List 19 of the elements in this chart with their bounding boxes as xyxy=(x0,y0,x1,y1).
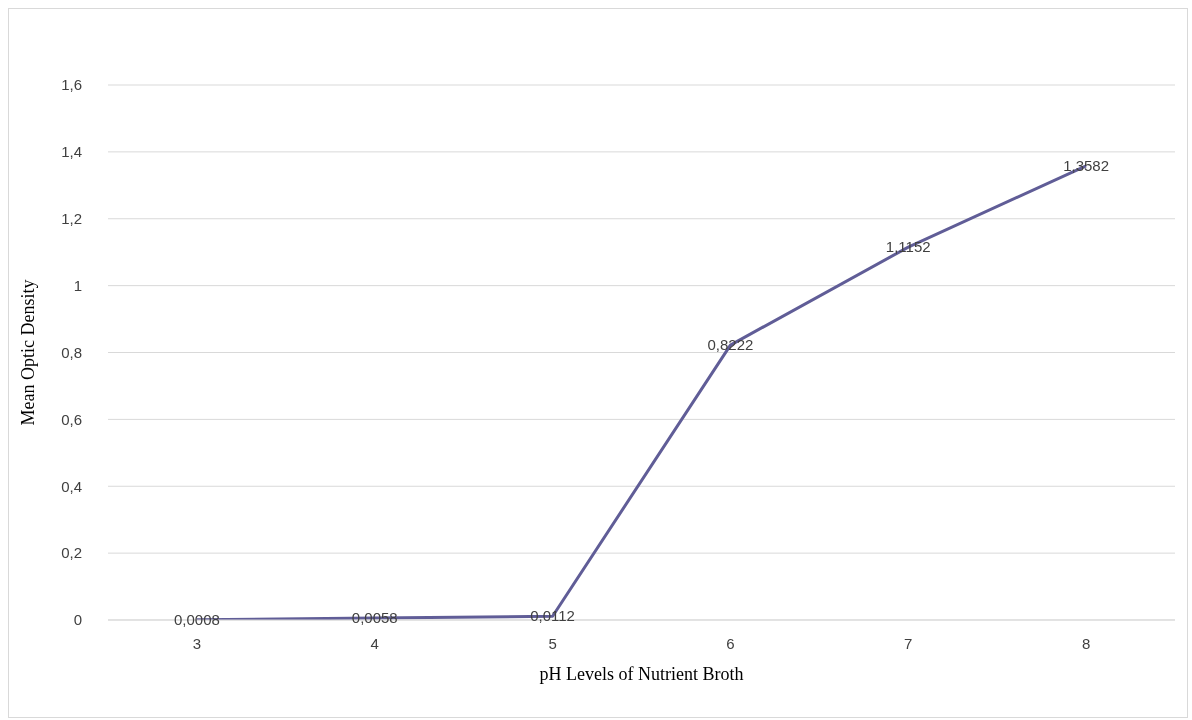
x-tick-label: 4 xyxy=(370,634,379,652)
data-label: 1,3582 xyxy=(1063,156,1110,174)
y-tick-label: 0,2 xyxy=(61,544,82,562)
x-tick-label: 3 xyxy=(192,634,202,652)
y-axis-title: Mean Optic Density xyxy=(18,279,39,426)
x-tick-label: 5 xyxy=(548,634,557,652)
y-tick-label: 0 xyxy=(73,611,82,629)
y-tick-label: 0,4 xyxy=(61,477,82,495)
data-label: 0,0008 xyxy=(173,610,220,628)
y-tick-label: 1,2 xyxy=(61,210,82,228)
y-tick-label: 1,4 xyxy=(61,143,82,161)
y-tick-label: 1,6 xyxy=(61,76,82,94)
y-tick-label: 0,8 xyxy=(61,343,82,361)
x-axis-title: pH Levels of Nutrient Broth xyxy=(539,664,744,684)
y-tick-label: 1 xyxy=(73,276,82,294)
y-tick-label: 0,6 xyxy=(61,410,82,428)
x-tick-label: 7 xyxy=(904,634,913,652)
x-tick-label: 8 xyxy=(1081,634,1091,652)
x-tick-label: 6 xyxy=(726,634,735,652)
